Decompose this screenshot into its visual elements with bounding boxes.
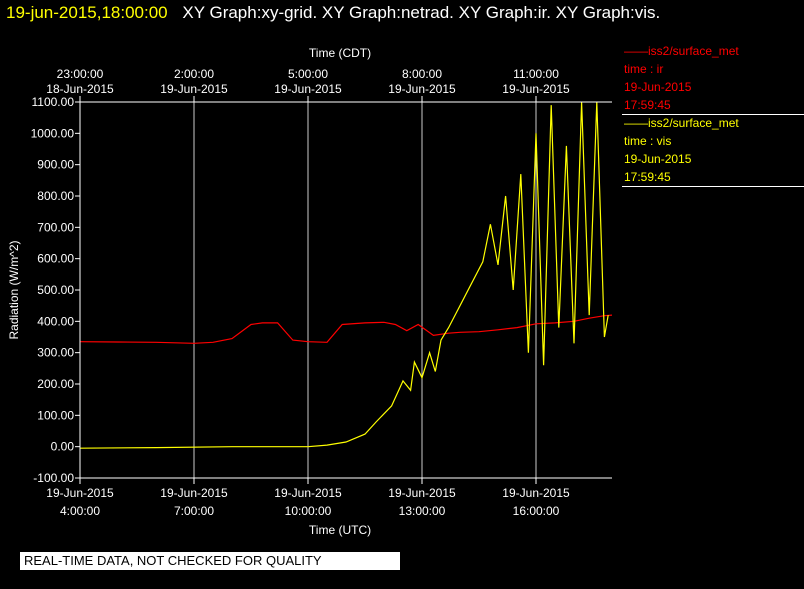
x-tick-label-date: 19-Jun-2015	[274, 486, 342, 500]
legend-ir-date: 19-Jun-2015	[624, 80, 692, 94]
x-tick-label-date: 19-Jun-2015	[502, 486, 570, 500]
top-tick-label-date: 19-Jun-2015	[388, 82, 456, 96]
top-tick-label-time: 23:00:00	[57, 67, 104, 81]
top-tick-label-time: 5:00:00	[288, 67, 328, 81]
disclaimer-banner: REAL-TIME DATA, NOT CHECKED FOR QUALITY	[20, 552, 400, 570]
x-axis-title-top: Time (CDT)	[309, 46, 371, 60]
legend-vis-var: time : vis	[624, 134, 672, 148]
x-tick-label-date: 19-Jun-2015	[160, 486, 228, 500]
graph-title-4: XY Graph:vis.	[555, 3, 661, 22]
graph-title-3: XY Graph:ir.	[458, 3, 551, 22]
y-tick-label: 800.00	[37, 189, 74, 203]
y-tick-label: 200.00	[37, 377, 74, 391]
series-lines	[79, 101, 613, 449]
legend-vis: ——iss2/surface_met time : vis 19-Jun-201…	[624, 114, 739, 186]
y-axis-title: Radiation (W/m^2)	[7, 241, 21, 340]
legend-vis-label: ——iss2/surface_met	[624, 116, 739, 130]
y-tick-label: -100.00	[33, 471, 74, 485]
x-axis-title-bottom: Time (UTC)	[309, 523, 371, 537]
top-tick-label-date: 19-Jun-2015	[502, 82, 570, 96]
top-tick-label-date: 18-Jun-2015	[46, 82, 114, 96]
x-tick-label-time: 7:00:00	[174, 504, 214, 518]
legend-divider	[622, 114, 804, 115]
y-tick-label: 700.00	[37, 220, 74, 234]
series-line-vis	[79, 101, 609, 449]
header-bar: 19-jun-2015,18:00:00 XY Graph:xy-grid. X…	[6, 3, 660, 23]
legend-divider-2	[622, 186, 804, 187]
legend-vis-time: 17:59:45	[624, 170, 671, 184]
x-tick-label-time: 13:00:00	[399, 504, 446, 518]
series-line-ir	[79, 314, 613, 344]
graph-title-2: XY Graph:netrad.	[321, 3, 454, 22]
y-tick-label: 100.00	[37, 408, 74, 422]
axes	[75, 96, 612, 484]
top-tick-label-time: 11:00:00	[513, 67, 559, 81]
timestamp: 19-jun-2015,18:00:00	[6, 3, 168, 22]
top-tick-label-time: 2:00:00	[174, 67, 214, 81]
legend-vis-date: 19-Jun-2015	[624, 152, 692, 166]
y-tick-label: 0.00	[51, 440, 75, 454]
y-tick-label: 1000.00	[31, 126, 75, 140]
top-tick-label-date: 19-Jun-2015	[274, 82, 342, 96]
x-tick-label-time: 16:00:00	[513, 504, 560, 518]
top-tick-label-date: 19-Jun-2015	[160, 82, 228, 96]
y-tick-label: 900.00	[37, 158, 74, 172]
y-tick-label: 600.00	[37, 252, 74, 266]
top-tick-label-time: 8:00:00	[402, 67, 442, 81]
legend-ir: ——iss2/surface_met time : ir 19-Jun-2015…	[624, 42, 739, 114]
y-tick-label: 500.00	[37, 283, 74, 297]
y-tick-label: 400.00	[37, 314, 74, 328]
legend-ir-var: time : ir	[624, 62, 664, 76]
x-tick-label-time: 10:00:00	[285, 504, 332, 518]
x-tick-label-date: 19-Jun-2015	[46, 486, 114, 500]
legend-ir-label: ——iss2/surface_met	[624, 44, 739, 58]
x-tick-label-date: 19-Jun-2015	[388, 486, 456, 500]
y-tick-label: 1100.00	[32, 95, 75, 109]
graph-title-1: XY Graph:xy-grid.	[182, 3, 318, 22]
y-tick-label: 300.00	[37, 346, 74, 360]
legend-ir-time: 17:59:45	[624, 98, 671, 112]
x-tick-label-time: 4:00:00	[60, 504, 100, 518]
